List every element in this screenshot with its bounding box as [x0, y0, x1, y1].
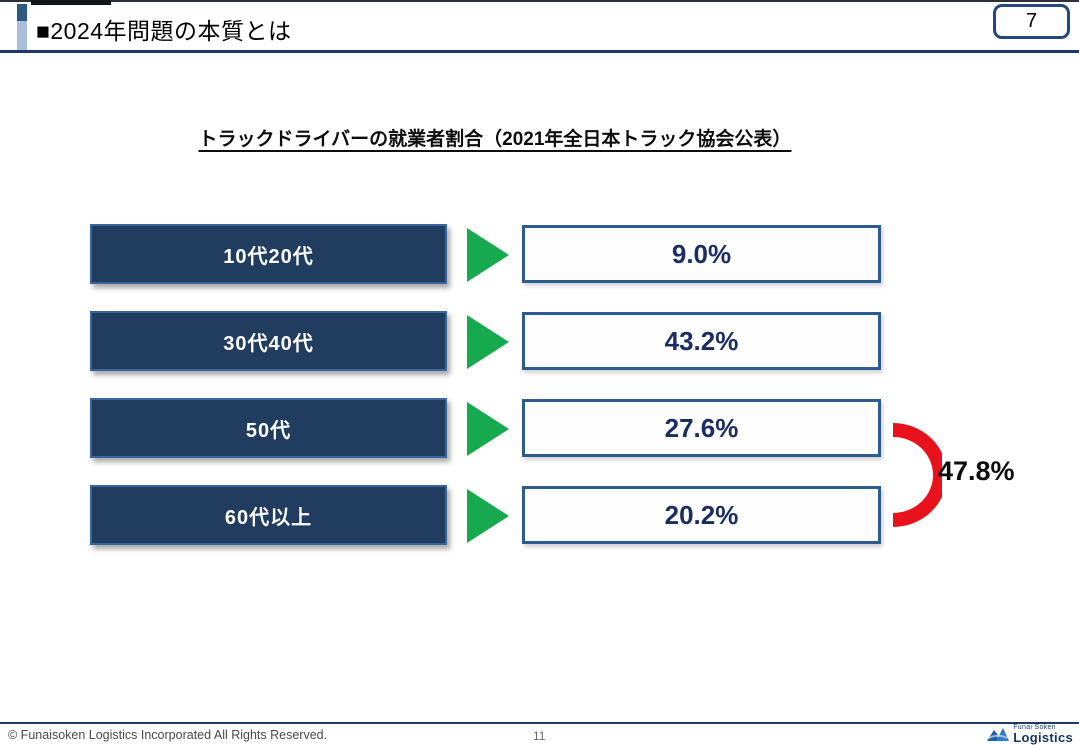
age-group-label: 10代20代: [223, 245, 314, 268]
percentage-value: 20.2%: [664, 499, 739, 530]
arrow-right-icon: [467, 315, 509, 369]
percentage-value: 43.2%: [664, 325, 739, 356]
footer-divider: [0, 722, 1079, 724]
percentage-value-box: 43.2%: [522, 312, 881, 370]
red-bracket-icon: [892, 423, 942, 527]
percentage-value-box: 20.2%: [522, 486, 881, 544]
age-group-label: 50代: [245, 419, 292, 442]
age-group-label-box: 60代以上: [90, 485, 447, 545]
age-group-row: 10代20代 9.0%: [0, 224, 1079, 286]
age-group-label: 30代40代: [223, 332, 314, 355]
age-group-label-box: 30代40代: [90, 311, 447, 371]
percentage-value-box: 27.6%: [522, 399, 881, 457]
age-group-row: 30代40代 43.2%: [0, 311, 1079, 373]
section-number-box: 7: [993, 4, 1070, 39]
logo-brand-name: Logistics: [1013, 730, 1073, 745]
age-group-label-box: 10代20代: [90, 224, 447, 284]
page-number: 11: [533, 729, 546, 743]
slide-title: ■2024年問題の本質とは: [36, 18, 292, 44]
percentage-value-box: 9.0%: [522, 225, 881, 283]
title-accent-bar: [17, 4, 27, 50]
top-edge-strip: [0, 0, 1079, 2]
logo-company-name: Funai Soken: [1013, 724, 1056, 731]
title-accent-bar-light: [17, 21, 27, 50]
header-divider: [0, 50, 1079, 53]
top-edge-fragment: [31, 0, 111, 5]
logo-text: Funai Soken Logistics: [1013, 724, 1073, 744]
arrow-right-icon: [467, 228, 509, 282]
percentage-value: 9.0%: [671, 238, 732, 269]
company-logo: Funai Soken Logistics: [987, 724, 1073, 744]
chart-subtitle: トラックドライバーの就業者割合（2021年全日本トラック協会公表）: [198, 129, 792, 150]
arrow-right-icon: [467, 402, 509, 456]
age-group-row: 50代 27.6%: [0, 398, 1079, 460]
combined-percentage: 47.8%: [938, 456, 1015, 486]
percentage-value: 27.6%: [664, 412, 739, 443]
title-accent-bar-dark: [17, 4, 27, 21]
section-number: 7: [1025, 10, 1038, 32]
logo-wave-icon: [987, 727, 1010, 741]
copyright-text: © Funaisoken Logistics Incorporated All …: [8, 728, 328, 742]
arrow-right-icon: [467, 489, 509, 543]
age-group-row: 60代以上 20.2%: [0, 485, 1079, 547]
age-group-label-box: 50代: [90, 398, 447, 458]
age-group-label: 60代以上: [224, 506, 313, 529]
